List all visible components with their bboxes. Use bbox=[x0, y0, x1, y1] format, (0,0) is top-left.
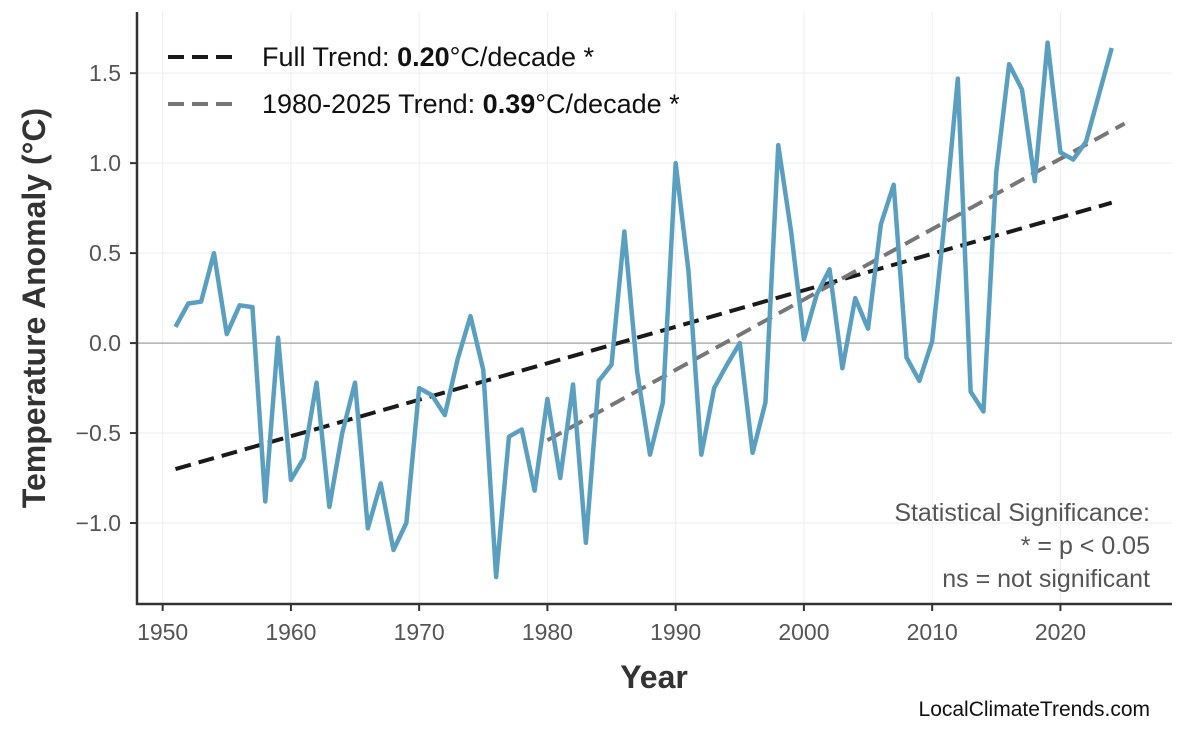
trend-line-full bbox=[175, 203, 1111, 469]
trend-lines bbox=[175, 124, 1124, 469]
x-tick-label: 1950 bbox=[137, 619, 188, 645]
significance-annotation: Statistical Significance: * = p < 0.05 n… bbox=[894, 499, 1150, 593]
y-tick-label: 1.0 bbox=[89, 150, 121, 176]
legend-label-1980-trend: 1980-2025 Trend: 0.39°C/decade * bbox=[262, 89, 680, 119]
x-tick-label: 1990 bbox=[650, 619, 701, 645]
y-axis-label: Temperature Anomaly (°C) bbox=[16, 108, 52, 508]
y-tick-label: 0.0 bbox=[89, 330, 121, 356]
y-tick-label: −1.0 bbox=[76, 510, 121, 536]
x-tick-label: 1960 bbox=[265, 619, 316, 645]
series bbox=[175, 42, 1111, 577]
annotation-line: ns = not significant bbox=[942, 565, 1150, 593]
y-tick-label: −0.5 bbox=[76, 420, 121, 446]
y-tick-label: 0.5 bbox=[89, 240, 121, 266]
watermark: LocalClimateTrends.com bbox=[919, 698, 1150, 721]
x-tick-label: 2000 bbox=[778, 619, 829, 645]
x-tick-label: 2020 bbox=[1035, 619, 1086, 645]
x-axis-label: Year bbox=[620, 659, 688, 695]
y-tick-label: 1.5 bbox=[89, 60, 121, 86]
legend: Full Trend: 0.20°C/decade * 1980-2025 Tr… bbox=[168, 42, 680, 119]
legend-label-full-trend: Full Trend: 0.20°C/decade * bbox=[262, 42, 595, 72]
x-tick-label: 1980 bbox=[522, 619, 573, 645]
x-tick-label: 2010 bbox=[907, 619, 958, 645]
anomaly-line bbox=[175, 43, 1111, 577]
annotation-line: Statistical Significance: bbox=[894, 499, 1150, 527]
x-tick-label: 1970 bbox=[394, 619, 445, 645]
annotation-line: * = p < 0.05 bbox=[1021, 532, 1150, 560]
